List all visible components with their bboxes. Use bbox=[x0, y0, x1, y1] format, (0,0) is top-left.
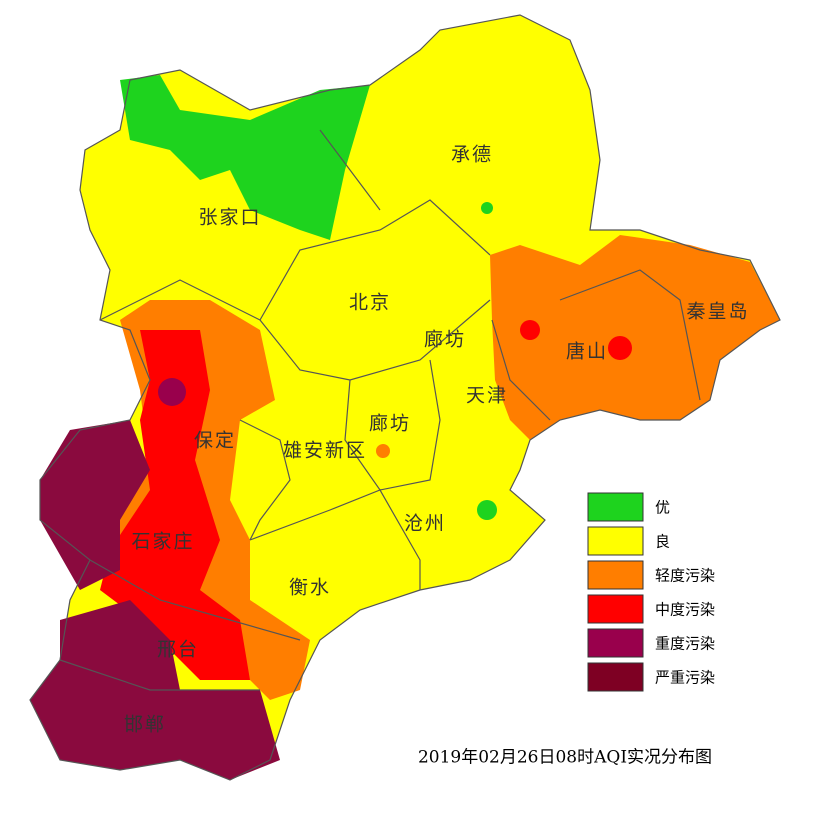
legend-label: 重度污染 bbox=[655, 635, 715, 653]
legend-swatch bbox=[587, 628, 644, 658]
border bbox=[249, 489, 421, 590]
legend-swatch bbox=[587, 560, 644, 590]
legend-label: 严重污染 bbox=[655, 669, 715, 687]
region-light bbox=[490, 235, 780, 440]
border bbox=[59, 659, 260, 691]
map-regions bbox=[30, 15, 780, 780]
region-heavy bbox=[40, 420, 150, 590]
legend-swatch bbox=[587, 526, 644, 556]
city-label: 廊坊 bbox=[369, 413, 411, 435]
region-moderate bbox=[100, 330, 250, 680]
legend-swatch bbox=[587, 492, 644, 522]
city-label: 廊坊 bbox=[424, 329, 466, 351]
border bbox=[559, 269, 701, 401]
city-label: 沧州 bbox=[404, 513, 446, 535]
legend-swatch bbox=[587, 594, 644, 624]
legend-label: 中度污染 bbox=[655, 601, 715, 619]
hotspot bbox=[477, 500, 497, 520]
legend-label: 轻度污染 bbox=[655, 567, 715, 585]
city-labels: 张家口 承德 北京 廊坊 秦皇岛 唐山 天津 廊坊 保定 雄安新区 沧州 石家庄… bbox=[124, 144, 749, 736]
city-label: 承德 bbox=[451, 144, 493, 166]
city-label: 邢台 bbox=[157, 639, 199, 661]
legend-label: 优 bbox=[655, 499, 670, 517]
border bbox=[319, 129, 381, 211]
border bbox=[239, 419, 291, 541]
map-borders bbox=[29, 14, 781, 781]
city-label: 邯郸 bbox=[124, 714, 166, 736]
border bbox=[89, 559, 301, 641]
caption: 2019年02月26日08时AQI实况分布图 bbox=[418, 748, 712, 768]
hotspot bbox=[158, 378, 186, 406]
hotspot bbox=[376, 444, 390, 458]
border bbox=[99, 199, 491, 321]
city-label: 唐山 bbox=[566, 341, 608, 363]
border bbox=[491, 319, 551, 421]
city-label: 张家口 bbox=[198, 207, 261, 229]
city-label: 石家庄 bbox=[131, 531, 194, 553]
hotspot bbox=[608, 336, 632, 360]
hotspot bbox=[520, 320, 540, 340]
legend-swatch bbox=[587, 662, 644, 692]
border bbox=[344, 359, 441, 491]
city-label: 衡水 bbox=[289, 577, 331, 599]
legend-label: 良 bbox=[655, 533, 670, 551]
city-label: 秦皇岛 bbox=[686, 301, 749, 323]
region-excellent bbox=[120, 75, 370, 240]
city-label: 北京 bbox=[349, 292, 391, 314]
border bbox=[29, 14, 781, 781]
city-label: 保定 bbox=[194, 430, 236, 452]
city-label: 雄安新区 bbox=[283, 440, 367, 462]
hotspot bbox=[481, 202, 493, 214]
city-label: 天津 bbox=[466, 385, 508, 407]
